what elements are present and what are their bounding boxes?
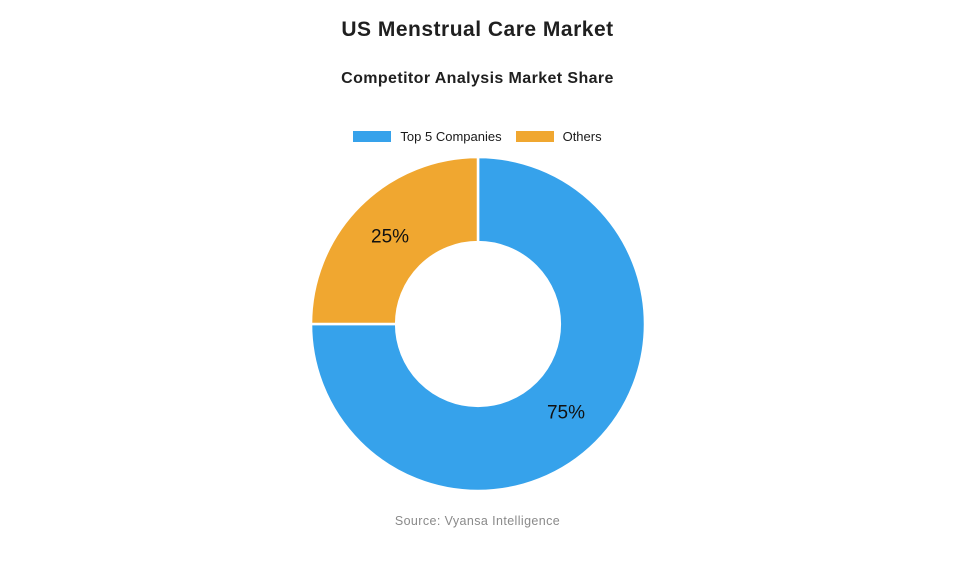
donut-slice-others[interactable] bbox=[309, 155, 479, 326]
page-subtitle: Competitor Analysis Market Share bbox=[341, 70, 614, 87]
legend-item-others[interactable]: Others bbox=[515, 129, 602, 144]
legend-label-top-5-companies: Top 5 Companies bbox=[400, 129, 502, 144]
source-text: Source: Vyansa Intelligence bbox=[394, 514, 561, 528]
slice-value-label-top-5-companies: 75% bbox=[546, 403, 584, 424]
donut-slice-top-5-companies[interactable] bbox=[309, 155, 646, 493]
chart-legend: Top 5 Companies Others bbox=[0, 130, 955, 143]
slice-value-label-others: 25% bbox=[371, 227, 409, 248]
page-title: US Menstrual Care Market bbox=[341, 18, 614, 41]
donut-chart-svg: 75% 25% bbox=[309, 155, 646, 493]
legend-swatch-top-5-companies bbox=[353, 131, 392, 142]
donut-chart: 75% 25% bbox=[308, 154, 648, 494]
legend-item-top-5-companies[interactable]: Top 5 Companies bbox=[353, 129, 502, 144]
legend-swatch-others bbox=[515, 131, 554, 142]
legend-label-others: Others bbox=[562, 129, 602, 144]
